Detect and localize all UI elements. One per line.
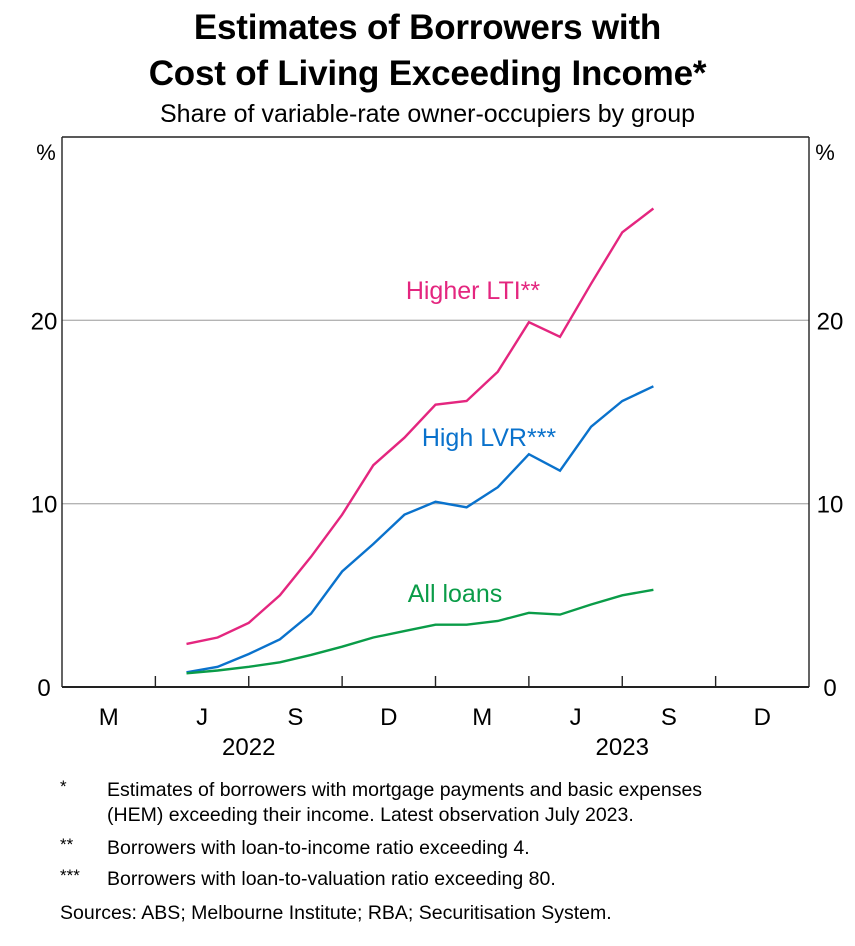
x-axis-labels: M J S D M J S D 2022 2023: [99, 704, 771, 761]
x-tick-label: M: [472, 704, 492, 731]
series-lines: [186, 207, 655, 675]
y-tick-label-right: 10: [817, 492, 844, 519]
footnote-mark: ***: [60, 866, 80, 885]
x-tick-label: J: [570, 704, 582, 731]
y-tick-label-left: 10: [31, 492, 58, 519]
chart-title-line-1: Estimates of Borrowers with: [193, 8, 662, 47]
series-label: All loans: [408, 580, 503, 608]
series-labels: Higher LTI** High LVR*** All loans: [406, 277, 557, 608]
y-tick-label-right: 20: [817, 308, 844, 335]
chart-subtitle: Share of variable-rate owner-occupiers b…: [160, 100, 695, 128]
x-tick-label: D: [380, 704, 397, 731]
line-chart: 0 0 10 10 20 20 M J S D M J S D 2022 2023 Higher LTI**…: [31, 136, 844, 761]
x-tick-label: S: [287, 704, 303, 731]
x-axis-ticks: [154, 676, 717, 687]
sources-note: Sources: ABS; Melbourne Institute; RBA; …: [60, 902, 612, 924]
x-tick-label: J: [196, 704, 208, 731]
y-tick-label-right: 0: [823, 675, 836, 702]
y-axis-unit-left: %: [36, 140, 56, 165]
series-label: Higher LTI**: [406, 277, 541, 305]
x-year-label: 2023: [596, 734, 649, 761]
x-tick-label: M: [99, 704, 119, 731]
chart-title-line-2: Cost of Living Exceeding Income*: [148, 54, 707, 93]
y-axis-labels: 0 0 10 10 20 20: [31, 308, 844, 702]
y-tick-label-left: 20: [31, 308, 58, 335]
series-line-high-lvr: [186, 385, 654, 674]
series-label: High LVR***: [422, 424, 557, 452]
footnote-mark: **: [60, 835, 74, 854]
y-axis-unit-right: %: [815, 140, 835, 165]
footnote-text-line: Estimates of borrowers with mortgage pay…: [107, 779, 703, 801]
footnote-text-line: (HEM) exceeding their income. Latest obs…: [107, 804, 634, 826]
series-line-all-loans: [186, 588, 654, 675]
footnote-text-line: Borrowers with loan-to-valuation ratio e…: [107, 868, 556, 890]
footnote-text-line: Borrowers with loan-to-income ratio exce…: [107, 837, 530, 859]
gridlines: [62, 319, 809, 505]
x-tick-label: D: [754, 704, 771, 731]
series-line-higher-lti: [186, 207, 655, 646]
y-tick-label-left: 0: [37, 675, 50, 702]
x-tick-label: S: [661, 704, 677, 731]
footnote-mark: *: [60, 777, 67, 796]
x-year-label: 2022: [222, 734, 275, 761]
